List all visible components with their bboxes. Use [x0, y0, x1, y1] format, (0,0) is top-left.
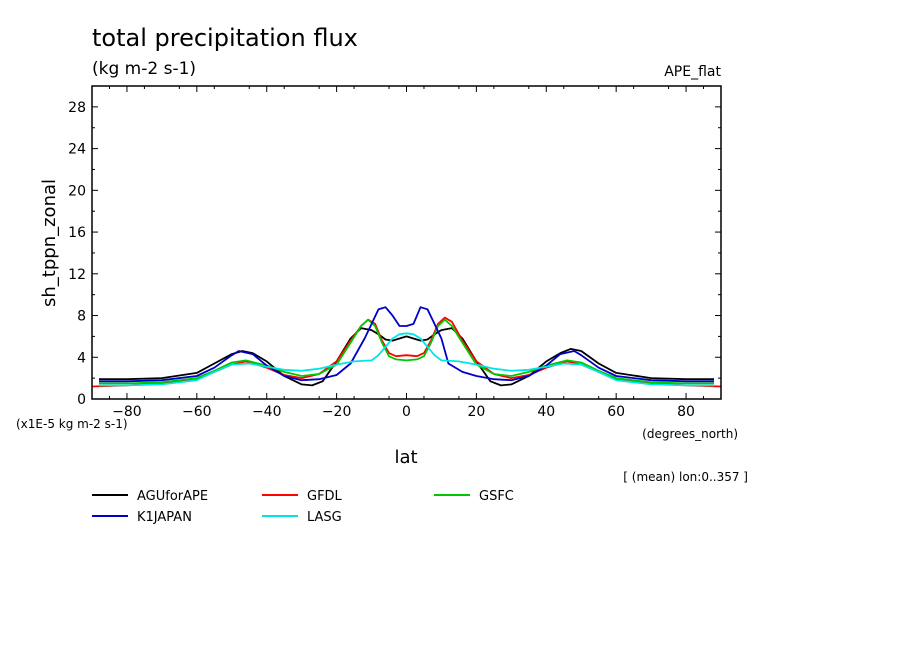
series-line-lasg	[99, 332, 714, 387]
series-layer	[92, 306, 721, 388]
legend-label: GSFC	[479, 489, 514, 504]
plot-frame	[91, 85, 722, 400]
legend-label: K1JAPAN	[137, 510, 192, 525]
legend: AGUforAPE GFDL GSFC K1JAPAN LASG	[92, 489, 514, 525]
x-tick-label: 60	[607, 404, 625, 420]
x-axis-label: lat	[394, 447, 417, 468]
y-tick-label: 16	[68, 225, 86, 241]
y-tick-label: 4	[77, 350, 86, 366]
y-tick-label: 24	[68, 142, 86, 158]
legend-item-gfdl: GFDL	[262, 489, 343, 504]
series-line-gsfc	[99, 318, 714, 385]
x-tick-label: −40	[252, 404, 282, 420]
series-line-aguforape	[99, 327, 714, 387]
x-tick-label: −80	[112, 404, 142, 420]
legend-label: LASG	[307, 510, 342, 525]
y-tick-label: 28	[68, 100, 86, 116]
y-tick-label: 8	[77, 309, 86, 325]
x-units-note: (degrees_north)	[642, 427, 738, 441]
y-tick-label: 0	[77, 392, 86, 408]
legend-item-aguforape: AGUforAPE	[92, 489, 208, 504]
x-tick-label: −60	[182, 404, 212, 420]
x-tick-label: −20	[322, 404, 352, 420]
series-line-k1japan	[99, 306, 714, 383]
x-tick-label: 40	[537, 404, 555, 420]
region-note: [ (mean) lon:0..357 ]	[623, 470, 748, 484]
y-tick-label: 12	[68, 267, 86, 283]
y-tick-label: 20	[68, 183, 86, 199]
legend-item-lasg: LASG	[262, 510, 342, 525]
scale-note: (x1E-5 kg m-2 s-1)	[16, 417, 128, 431]
chart-units: (kg m-2 s-1)	[92, 59, 196, 79]
axis-layer: −80 −60 −40 −20 0 20 40 60 80 0 4 8 12 16 20 24 28	[68, 85, 721, 420]
series-line-gfdl	[92, 316, 721, 388]
legend-item-gsfc: GSFC	[434, 489, 514, 504]
x-tick-label: 0	[402, 404, 411, 420]
x-tick-label: 80	[677, 404, 695, 420]
legend-item-k1japan: K1JAPAN	[92, 510, 192, 525]
x-tick-label: 20	[467, 404, 485, 420]
legend-label: GFDL	[307, 489, 343, 504]
legend-label: AGUforAPE	[137, 489, 208, 504]
y-axis-label: sh_tppn_zonal	[39, 179, 60, 307]
chart-title: total precipitation flux	[92, 24, 358, 52]
experiment-label: APE_flat	[664, 64, 721, 80]
